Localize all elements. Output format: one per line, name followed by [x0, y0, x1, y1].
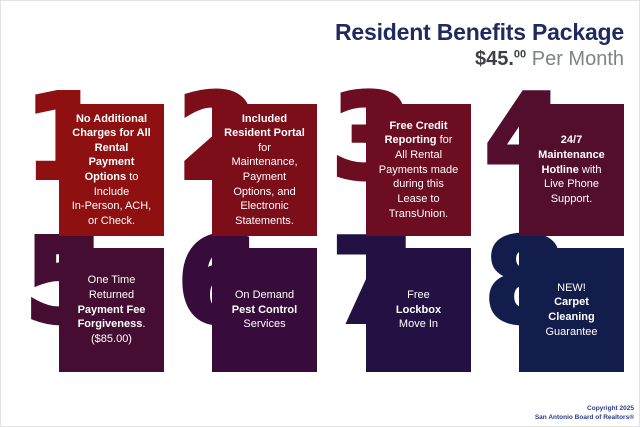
price-line: $45.00 Per Month	[335, 48, 624, 70]
benefit-box-7: Free Lockbox Move In	[366, 248, 471, 372]
benefit-tile-1: 1No Additional Charges for All Rental Pa…	[22, 76, 164, 236]
benefit-text-6: On Demand Pest Control Services	[231, 289, 298, 331]
benefit-tile-5: 5One Time Returned Payment Fee Forgivene…	[22, 220, 164, 372]
benefit-box-1: No Additional Charges for All Rental Pay…	[59, 104, 164, 236]
benefit-box-4: 24/7 Maintenance Hotline with Live Phone…	[519, 104, 624, 236]
benefit-box-3: Free Credit Reporting for All Rental Pay…	[366, 104, 471, 236]
benefit-tile-8: 8NEW! Carpet Cleaning Guarantee	[482, 220, 624, 372]
price-amount: $45.	[474, 48, 514, 71]
benefit-tile-6: 6On Demand Pest Control Services	[175, 220, 317, 372]
benefit-box-5: One Time Returned Payment Fee Forgivenes…	[59, 248, 164, 372]
benefit-text-8: NEW! Carpet Cleaning Guarantee	[545, 281, 598, 338]
benefit-box-8: NEW! Carpet Cleaning Guarantee	[519, 248, 624, 372]
copyright: Copyright 2025 San Antonio Board of Real…	[535, 405, 634, 423]
benefit-text-2: Included Resident Portal for Maintenance…	[224, 112, 305, 227]
price-per-month: Per Month	[526, 48, 624, 71]
benefit-tile-7: 7Free Lockbox Move In	[329, 220, 471, 372]
benefit-tile-3: 3Free Credit Reporting for All Rental Pa…	[329, 76, 471, 236]
benefit-tile-4: 424/7 Maintenance Hotline with Live Phon…	[482, 76, 624, 236]
header: Resident Benefits Package $45.00 Per Mon…	[334, 19, 624, 70]
benefit-text-5: One Time Returned Payment Fee Forgivenes…	[77, 274, 146, 345]
benefit-box-6: On Demand Pest Control Services	[212, 248, 317, 372]
benefit-tile-2: 2Included Resident Portal for Maintenanc…	[175, 76, 317, 236]
page-title: Resident Benefits Package	[334, 19, 624, 45]
benefit-text-3: Free Credit Reporting for All Rental Pay…	[378, 119, 459, 220]
benefit-text-7: Free Lockbox Move In	[395, 289, 442, 331]
benefit-text-1: No Additional Charges for All Rental Pay…	[71, 112, 152, 227]
benefit-box-2: Included Resident Portal for Maintenance…	[212, 104, 317, 236]
copyright-line-1: Copyright 2025	[587, 405, 634, 413]
benefit-text-4: 24/7 Maintenance Hotline with Live Phone…	[538, 134, 605, 205]
price-cents: 00	[513, 48, 527, 61]
copyright-line-2: San Antonio Board of Realtors®	[534, 414, 634, 422]
